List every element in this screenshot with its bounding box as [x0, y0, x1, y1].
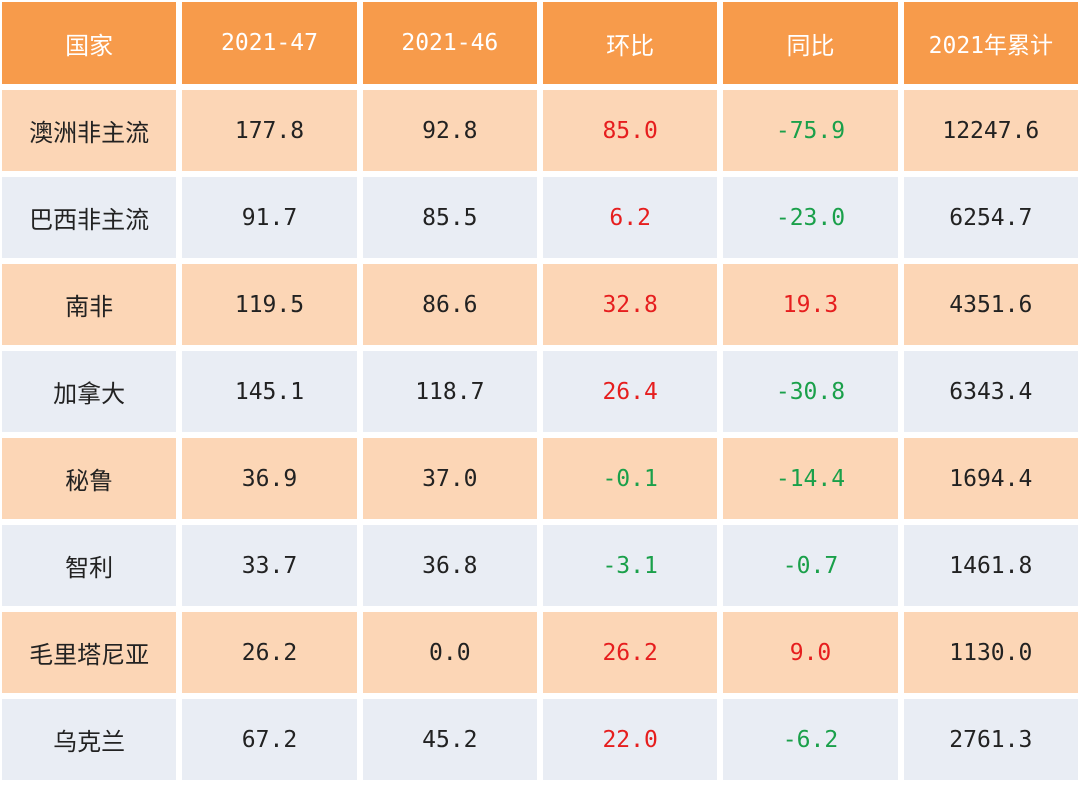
cell-week-46: 85.5: [362, 177, 537, 258]
header-week-over-week: 环比: [542, 2, 718, 84]
cell-week-47: 91.7: [182, 177, 357, 258]
cell-week-47: 67.2: [182, 699, 357, 780]
header-year-over-year: 同比: [723, 2, 898, 84]
cell-ytd-total: 4351.6: [903, 264, 1078, 345]
cell-week-46: 118.7: [362, 351, 537, 432]
cell-ytd-total: 1130.0: [903, 612, 1078, 693]
cell-ytd-total: 6343.4: [903, 351, 1078, 432]
cell-country: 澳洲非主流: [2, 90, 177, 171]
cell-year-over-year: -75.9: [723, 90, 898, 171]
cell-week-47: 119.5: [182, 264, 357, 345]
cell-week-47: 26.2: [182, 612, 357, 693]
cell-ytd-total: 6254.7: [903, 177, 1078, 258]
cell-ytd-total: 1694.4: [903, 438, 1078, 519]
cell-week-46: 37.0: [362, 438, 537, 519]
cell-country: 智利: [2, 525, 177, 606]
cell-week-over-week: -0.1: [542, 438, 718, 519]
cell-year-over-year: -0.7: [723, 525, 898, 606]
cell-week-46: 86.6: [362, 264, 537, 345]
cell-week-over-week: 85.0: [542, 90, 718, 171]
cell-week-47: 177.8: [182, 90, 357, 171]
cell-week-47: 33.7: [182, 525, 357, 606]
cell-ytd-total: 1461.8: [903, 525, 1078, 606]
cell-year-over-year: 19.3: [723, 264, 898, 345]
cell-year-over-year: -30.8: [723, 351, 898, 432]
cell-week-46: 45.2: [362, 699, 537, 780]
cell-country: 加拿大: [2, 351, 177, 432]
cell-week-over-week: -3.1: [542, 525, 718, 606]
cell-country: 南非: [2, 264, 177, 345]
cell-country: 乌克兰: [2, 699, 177, 780]
cell-week-over-week: 22.0: [542, 699, 718, 780]
cell-week-47: 145.1: [182, 351, 357, 432]
cell-week-over-week: 26.2: [542, 612, 718, 693]
cell-week-over-week: 26.4: [542, 351, 718, 432]
cell-week-47: 36.9: [182, 438, 357, 519]
header-week-47: 2021-47: [182, 2, 357, 84]
cell-week-over-week: 32.8: [542, 264, 718, 345]
header-country: 国家: [2, 2, 177, 84]
cell-year-over-year: 9.0: [723, 612, 898, 693]
cell-country: 毛里塔尼亚: [2, 612, 177, 693]
cell-country: 巴西非主流: [2, 177, 177, 258]
cell-year-over-year: -23.0: [723, 177, 898, 258]
cell-week-46: 92.8: [362, 90, 537, 171]
cell-year-over-year: -14.4: [723, 438, 898, 519]
cell-ytd-total: 12247.6: [903, 90, 1078, 171]
cell-week-46: 0.0: [362, 612, 537, 693]
header-week-46: 2021-46: [362, 2, 537, 84]
cell-ytd-total: 2761.3: [903, 699, 1078, 780]
cell-country: 秘鲁: [2, 438, 177, 519]
cell-week-over-week: 6.2: [542, 177, 718, 258]
header-ytd-total: 2021年累计: [903, 2, 1078, 84]
cell-week-46: 36.8: [362, 525, 537, 606]
cell-year-over-year: -6.2: [723, 699, 898, 780]
